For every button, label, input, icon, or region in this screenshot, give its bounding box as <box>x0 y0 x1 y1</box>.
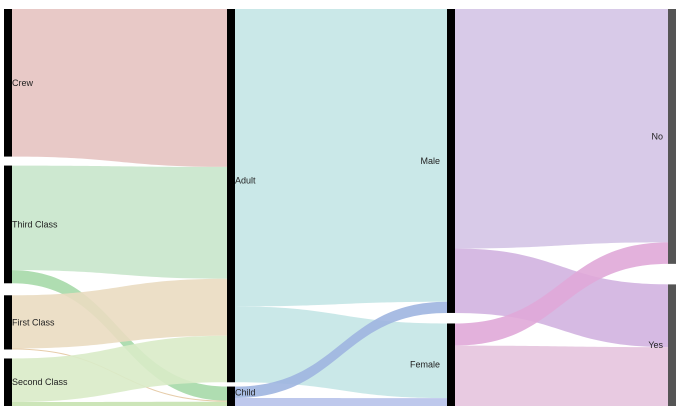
link-male-no <box>455 9 668 249</box>
sankey-node-labels: Crew Third Class First Class Second Class Ad… <box>12 78 663 397</box>
node-label-child: Child <box>235 387 256 397</box>
link-second-adult <box>12 335 227 402</box>
link-child-female <box>235 397 447 406</box>
link-adult-male <box>235 9 447 307</box>
node-label-yes: Yes <box>648 340 663 350</box>
node-bar-third <box>4 165 12 284</box>
sankey-node-bars <box>4 9 676 406</box>
node-bar-adult <box>227 9 235 383</box>
link-first-adult <box>12 278 227 349</box>
node-label-crew: Crew <box>12 78 34 88</box>
node-bar-yes <box>668 284 676 406</box>
node-label-male: Male <box>420 156 440 166</box>
link-child-male <box>235 301 447 398</box>
node-label-no: No <box>651 131 663 141</box>
link-female-yes <box>455 345 668 406</box>
node-label-third: Third Class <box>12 219 58 229</box>
node-label-second: Second Class <box>12 377 68 387</box>
sankey-links <box>12 9 668 406</box>
link-female-no <box>455 242 668 346</box>
node-bar-child <box>227 386 235 406</box>
link-third-adult <box>12 165 227 279</box>
node-label-first: First Class <box>12 317 55 327</box>
node-bar-first <box>4 295 12 350</box>
link-second-child <box>12 401 227 406</box>
node-label-adult: Adult <box>235 176 256 186</box>
node-bar-female <box>447 323 455 406</box>
node-bar-no <box>668 9 676 264</box>
node-bar-crew <box>4 9 12 157</box>
link-crew-adult <box>12 9 227 167</box>
node-bar-second <box>4 358 12 406</box>
node-label-female: Female <box>410 360 440 370</box>
node-bar-male <box>447 9 455 313</box>
